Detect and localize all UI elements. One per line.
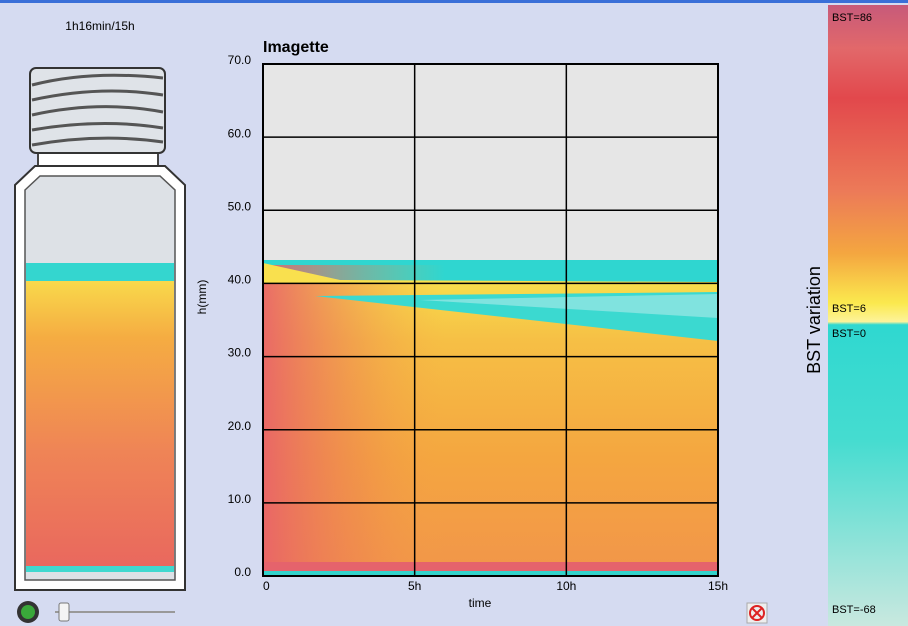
x-axis-label: time [469,596,492,610]
x-tick-label: 10h [556,579,576,593]
colorbar-label: BST=86 [832,12,872,24]
y-tick-label: 70.0 [228,53,252,67]
chart-title: Imagette [263,39,329,56]
play-icon [21,605,35,619]
y-tick-label: 50.0 [228,199,252,213]
y-tick-label: 30.0 [228,346,252,360]
page: BST variation 1h16min/15h 0.0 10.0 20.0 30.… [0,0,908,626]
colorbar [828,5,908,626]
y-tick-label: 20.0 [228,419,252,433]
bottom-red-band [263,562,718,571]
y-tick-label: 0.0 [234,565,251,579]
slider-thumb[interactable] [59,603,69,621]
app-window: BST variation 1h16min/15h 0.0 10.0 20.0 30.… [0,0,908,626]
y-axis-label: h(mm) [195,280,209,315]
close-button[interactable] [747,603,767,623]
colorbar-label: BST=6 [832,303,866,315]
y-tick-label: 40.0 [228,273,252,287]
y-tick-label: 60.0 [228,126,252,140]
window-border [0,0,908,3]
x-tick-label: 0 [263,579,270,593]
colorbar-title: BST variation [804,266,824,374]
elapsed-time: 1h16min/15h [65,19,134,33]
x-tick-label: 5h [408,579,421,593]
y-tick-label: 10.0 [228,492,252,506]
x-tick-label: 15h [708,579,728,593]
vial [15,68,185,590]
colorbar-label: BST=-68 [832,604,876,616]
colorbar-label: BST=0 [832,328,866,340]
